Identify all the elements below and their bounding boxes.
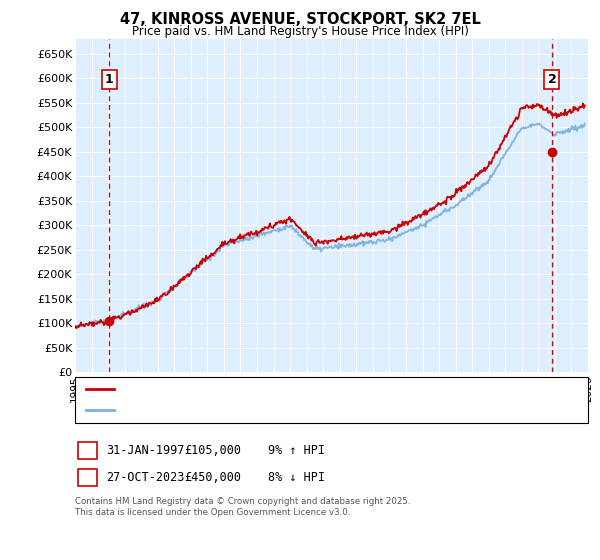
Text: 47, KINROSS AVENUE, STOCKPORT, SK2 7EL (detached house): 47, KINROSS AVENUE, STOCKPORT, SK2 7EL (…	[120, 384, 461, 394]
Text: 2: 2	[83, 470, 92, 484]
Text: HPI: Average price, detached house, Stockport: HPI: Average price, detached house, Stoc…	[120, 405, 376, 416]
Text: Contains HM Land Registry data © Crown copyright and database right 2025.
This d: Contains HM Land Registry data © Crown c…	[75, 497, 410, 517]
Text: 2: 2	[548, 73, 556, 86]
Text: 31-JAN-1997: 31-JAN-1997	[106, 444, 185, 457]
Text: 47, KINROSS AVENUE, STOCKPORT, SK2 7EL: 47, KINROSS AVENUE, STOCKPORT, SK2 7EL	[119, 12, 481, 27]
Text: 27-OCT-2023: 27-OCT-2023	[106, 470, 185, 484]
Text: 1: 1	[83, 444, 92, 457]
Text: 9% ↑ HPI: 9% ↑ HPI	[268, 444, 325, 457]
Text: Price paid vs. HM Land Registry's House Price Index (HPI): Price paid vs. HM Land Registry's House …	[131, 25, 469, 38]
Text: £105,000: £105,000	[184, 444, 241, 457]
Text: £450,000: £450,000	[184, 470, 241, 484]
Text: 1: 1	[105, 73, 114, 86]
Text: 8% ↓ HPI: 8% ↓ HPI	[268, 470, 325, 484]
